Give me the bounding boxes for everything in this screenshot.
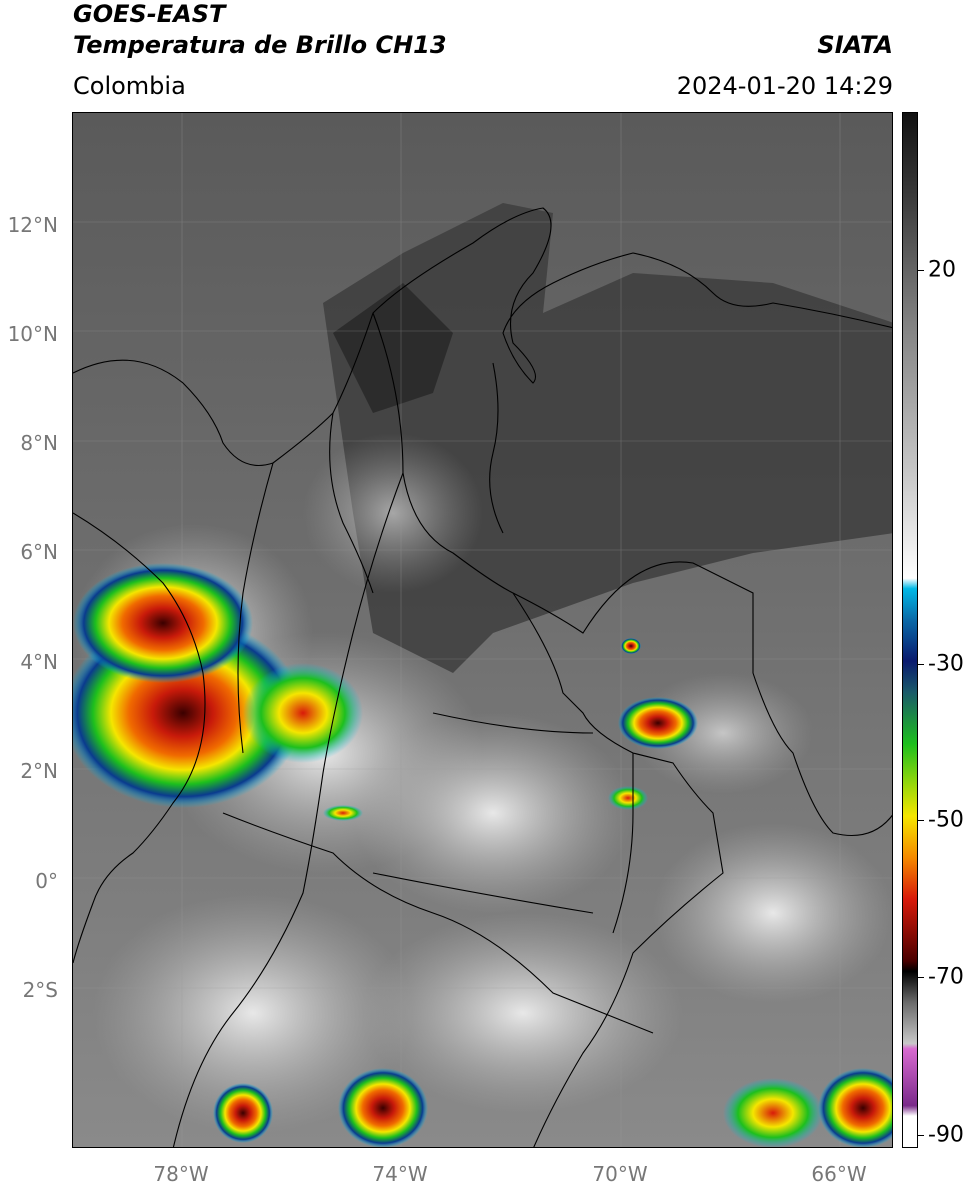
temperature-colorbar (902, 112, 918, 1148)
colorbar-label-20: 20 (928, 257, 956, 283)
colorbar-label-minus90: -90 (928, 1122, 964, 1148)
lon-label-66w: 66°W (811, 1162, 867, 1186)
satellite-image (73, 113, 892, 1147)
lat-label-0: 0° (35, 869, 58, 893)
colorbar-label-minus30: -30 (928, 651, 964, 677)
lon-label-74w: 74°W (372, 1162, 428, 1186)
colorbar-tick-minus90 (918, 1135, 924, 1136)
lat-label-10n: 10°N (7, 322, 58, 346)
colorbar-tick-20 (918, 270, 924, 271)
satellite-map (72, 112, 893, 1148)
colorbar-label-minus50: -50 (928, 807, 964, 833)
map-subtitle: Temperatura de Brillo CH13 (73, 31, 447, 59)
lon-label-70w: 70°W (592, 1162, 648, 1186)
map-title: GOES-EAST (73, 0, 226, 28)
brand-label: SIATA (817, 31, 893, 59)
lon-label-78w: 78°W (153, 1162, 209, 1186)
region-label: Colombia (73, 72, 186, 100)
lat-label-6n: 6°N (20, 540, 58, 564)
colorbar-tick-minus50 (918, 820, 924, 821)
colorbar-tick-minus30 (918, 664, 924, 665)
lat-label-12n: 12°N (7, 213, 58, 237)
colorbar-tick-minus70 (918, 977, 924, 978)
lat-label-2s: 2°S (22, 978, 58, 1002)
lat-label-2n: 2°N (20, 759, 58, 783)
lat-label-8n: 8°N (20, 431, 58, 455)
lat-label-4n: 4°N (20, 650, 58, 674)
timestamp-label: 2024-01-20 14:29 (676, 72, 893, 100)
colorbar-label-minus70: -70 (928, 964, 964, 990)
